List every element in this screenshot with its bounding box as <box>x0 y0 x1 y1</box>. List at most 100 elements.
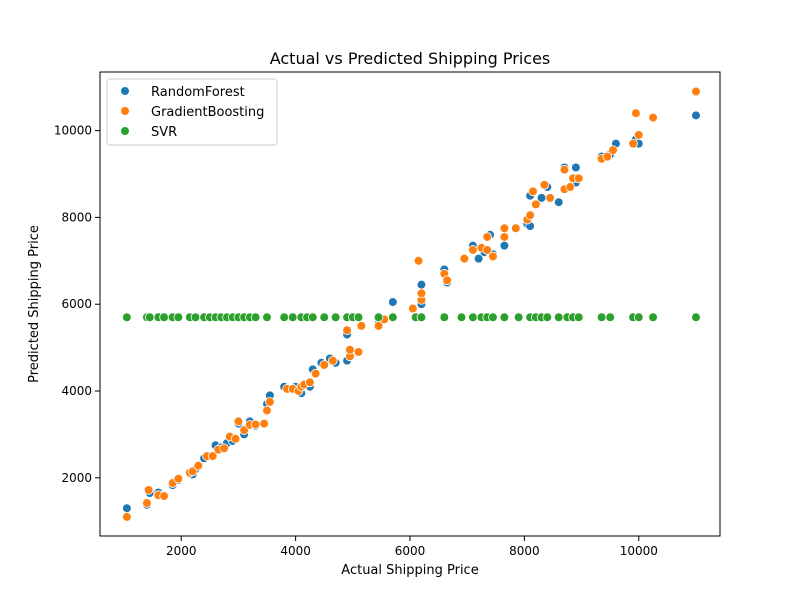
data-point-svr-53 <box>633 312 644 323</box>
data-point-gradientboosting-49 <box>482 232 493 242</box>
data-point-randomforest-44 <box>473 253 484 264</box>
y-tick-label: 8000 <box>61 210 92 224</box>
data-point-gradientboosting-42 <box>416 288 427 299</box>
data-point-svr-39 <box>488 312 498 323</box>
data-point-svr-34 <box>439 312 450 323</box>
data-point-gradientboosting-36 <box>356 321 367 331</box>
legend-label-svr: SVR <box>151 125 177 140</box>
data-point-gradientboosting-60 <box>559 164 570 175</box>
data-point-gradientboosting-58 <box>539 180 550 190</box>
data-point-gradientboosting-30 <box>319 360 330 370</box>
data-point-svr-31 <box>388 312 398 323</box>
data-point-svr-36 <box>468 312 478 323</box>
x-tick-label: 6000 <box>395 544 426 558</box>
data-point-gradientboosting-34 <box>345 344 355 355</box>
data-point-svr-0 <box>122 312 132 323</box>
data-point-svr-50 <box>596 312 607 323</box>
points-layer <box>122 86 701 522</box>
data-point-svr-18 <box>250 312 261 323</box>
data-point-gradientboosting-29 <box>310 368 321 379</box>
data-point-gradientboosting-70 <box>633 130 644 140</box>
data-point-svr-25 <box>319 312 330 323</box>
data-point-gradientboosting-32 <box>342 325 352 336</box>
data-point-gradientboosting-66 <box>602 151 613 162</box>
data-point-gradientboosting-64 <box>573 173 584 184</box>
series-gradientboosting <box>122 86 701 522</box>
data-point-svr-40 <box>499 312 510 323</box>
x-tick-label: 8000 <box>509 544 540 558</box>
legend-box <box>106 78 278 146</box>
x-tick-label: 10000 <box>620 544 658 558</box>
data-point-gradientboosting-51 <box>499 232 510 242</box>
data-point-gradientboosting-68 <box>628 138 638 149</box>
x-tick-label: 2000 <box>166 544 197 558</box>
data-point-gradientboosting-55 <box>525 210 535 221</box>
data-point-gradientboosting-45 <box>459 253 470 264</box>
data-point-svr-30 <box>373 312 384 323</box>
legend-label-gradientboosting: GradientBoosting <box>151 105 264 120</box>
data-point-svr-4 <box>159 312 169 323</box>
chart-title: Actual vs Predicted Shipping Prices <box>270 49 551 68</box>
x-tick-label: 4000 <box>280 544 311 558</box>
data-point-svr-55 <box>691 312 701 323</box>
legend-marker-gradientboosting <box>120 106 130 116</box>
series-svr <box>122 312 701 323</box>
y-tick-label: 4000 <box>61 384 92 398</box>
data-point-gradientboosting-56 <box>528 186 538 197</box>
data-point-svr-2 <box>144 312 155 323</box>
data-point-gradientboosting-62 <box>565 182 575 192</box>
y-tick-label: 6000 <box>61 297 92 311</box>
data-point-svr-6 <box>173 312 184 323</box>
data-point-gradientboosting-67 <box>608 145 618 155</box>
data-point-gradientboosting-59 <box>545 193 555 203</box>
data-point-gradientboosting-40 <box>413 256 424 266</box>
data-point-randomforest-38 <box>388 297 398 307</box>
data-point-svr-20 <box>279 312 289 323</box>
data-point-gradientboosting-48 <box>482 245 493 255</box>
data-point-gradientboosting-8 <box>187 466 198 477</box>
data-point-gradientboosting-0 <box>122 512 132 522</box>
data-point-gradientboosting-46 <box>468 245 478 255</box>
data-point-gradientboosting-16 <box>233 416 244 427</box>
legend-label-randomforest: RandomForest <box>151 85 245 100</box>
data-point-gradientboosting-57 <box>531 199 541 210</box>
data-point-randomforest-58 <box>571 162 581 173</box>
data-point-gradientboosting-11 <box>207 451 218 461</box>
data-point-gradientboosting-35 <box>353 347 364 357</box>
data-point-gradientboosting-53 <box>511 223 521 234</box>
y-tick-label: 10000 <box>54 124 92 138</box>
data-point-svr-54 <box>648 312 658 323</box>
data-point-gradientboosting-4 <box>159 491 169 501</box>
data-point-svr-33 <box>416 312 427 323</box>
data-point-svr-49 <box>573 312 584 323</box>
data-point-gradientboosting-72 <box>691 86 701 97</box>
x-axis-ticks: 2000 4000 6000 8000 10000 <box>166 536 658 558</box>
data-point-gradientboosting-9 <box>193 460 204 471</box>
data-point-svr-41 <box>513 312 524 323</box>
data-point-svr-19 <box>262 312 272 323</box>
data-point-randomforest-66 <box>691 110 701 121</box>
data-point-gradientboosting-52 <box>499 223 510 234</box>
data-point-gradientboosting-71 <box>648 112 658 123</box>
data-point-randomforest-0 <box>122 503 132 514</box>
data-point-gradientboosting-15 <box>230 433 241 444</box>
data-point-gradientboosting-50 <box>488 251 498 262</box>
data-point-randomforest-55 <box>553 197 564 208</box>
data-point-svr-51 <box>605 312 615 323</box>
data-point-gradientboosting-20 <box>259 418 269 429</box>
data-point-svr-24 <box>307 312 318 323</box>
legend-marker-svr <box>120 126 130 136</box>
data-point-gradientboosting-19 <box>250 419 261 430</box>
y-axis-ticks: 2000 4000 6000 8000 10000 <box>54 124 100 485</box>
data-point-svr-26 <box>330 312 341 323</box>
data-point-gradientboosting-1 <box>142 498 152 508</box>
data-point-gradientboosting-31 <box>327 355 338 366</box>
data-point-svr-29 <box>353 312 364 323</box>
data-point-gradientboosting-69 <box>631 108 641 119</box>
data-point-svr-21 <box>287 312 298 323</box>
data-point-gradientboosting-44 <box>442 275 452 286</box>
data-point-gradientboosting-21 <box>262 405 272 416</box>
x-axis-title: Actual Shipping Price <box>341 563 478 578</box>
